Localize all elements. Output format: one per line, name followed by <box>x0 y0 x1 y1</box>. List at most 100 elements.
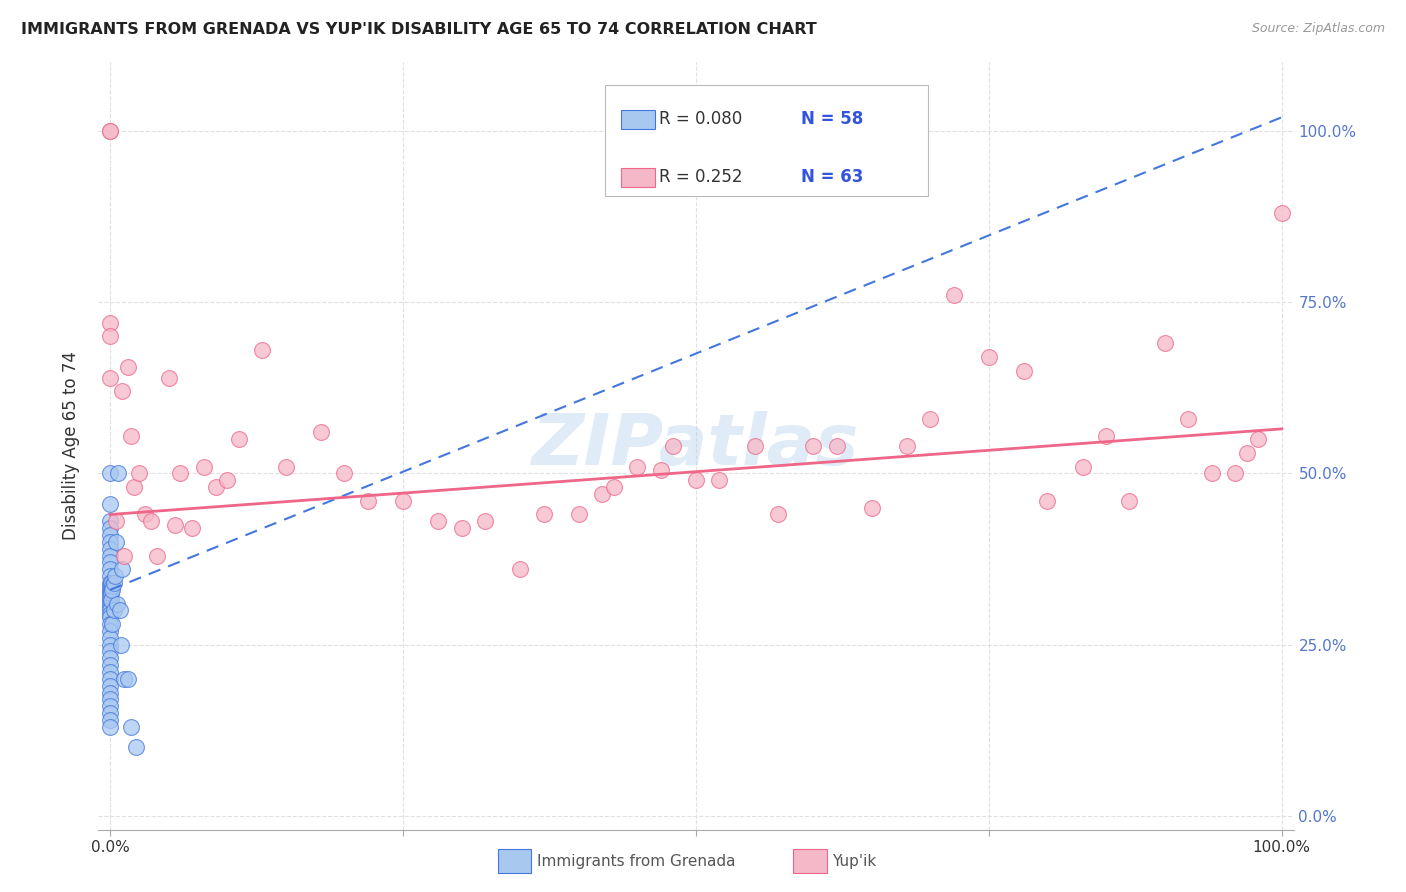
Point <box>98 685 121 699</box>
Point <box>98 124 121 138</box>
Point <box>98 582 121 597</box>
Point <box>111 562 134 576</box>
Point <box>1095 428 1118 442</box>
Point <box>108 603 131 617</box>
Point <box>98 610 121 624</box>
Point <box>98 692 121 706</box>
Point <box>98 597 121 611</box>
Point <box>98 586 121 600</box>
Point <box>98 599 121 614</box>
Point <box>146 549 169 563</box>
Point <box>98 549 121 563</box>
Point <box>896 439 918 453</box>
Point <box>98 521 121 535</box>
Point <box>111 384 134 399</box>
Point <box>860 500 883 515</box>
Point <box>104 569 127 583</box>
Point <box>107 467 129 481</box>
Point <box>193 459 215 474</box>
Point <box>112 549 135 563</box>
Point <box>105 535 128 549</box>
Point <box>1012 364 1035 378</box>
Text: Immigrants from Grenada: Immigrants from Grenada <box>537 855 735 869</box>
Text: Yup'ik: Yup'ik <box>832 855 876 869</box>
Point <box>766 508 789 522</box>
Point <box>98 541 121 556</box>
Point <box>1036 493 1059 508</box>
Point <box>112 672 135 686</box>
Point <box>105 597 128 611</box>
Point <box>98 720 121 734</box>
Point <box>801 439 824 453</box>
Point <box>122 480 145 494</box>
Point <box>1118 493 1140 508</box>
Point <box>98 576 121 591</box>
Point <box>626 459 648 474</box>
Point <box>568 508 591 522</box>
Point <box>98 590 121 604</box>
Point <box>120 720 142 734</box>
Text: R = 0.080: R = 0.080 <box>659 110 742 128</box>
Point <box>98 497 121 511</box>
Point <box>100 593 122 607</box>
Point <box>98 631 121 645</box>
Point <box>98 665 121 679</box>
Point <box>101 582 124 597</box>
Point <box>427 514 450 528</box>
Point <box>450 521 472 535</box>
Point <box>98 579 121 593</box>
Point <box>98 617 121 632</box>
Point <box>98 562 121 576</box>
Point <box>1223 467 1246 481</box>
Point <box>105 514 128 528</box>
Point <box>744 439 766 453</box>
Point <box>103 603 125 617</box>
Point <box>98 316 121 330</box>
Point <box>134 508 156 522</box>
Point <box>309 425 332 440</box>
Point <box>1177 411 1199 425</box>
Point <box>100 586 122 600</box>
Point <box>357 493 380 508</box>
Point <box>650 463 672 477</box>
Text: N = 58: N = 58 <box>801 110 863 128</box>
Point <box>1247 432 1270 446</box>
Point <box>98 124 121 138</box>
Point <box>181 521 204 535</box>
Point <box>98 535 121 549</box>
Point <box>98 514 121 528</box>
Point <box>333 467 356 481</box>
Point <box>120 428 142 442</box>
Text: N = 63: N = 63 <box>801 168 863 186</box>
Point <box>98 624 121 638</box>
Point <box>98 593 121 607</box>
Point <box>125 740 148 755</box>
Point <box>709 473 731 487</box>
Point <box>98 603 121 617</box>
Point <box>100 582 122 597</box>
Point <box>117 672 139 686</box>
Point <box>117 360 139 375</box>
Point <box>98 607 121 621</box>
Point <box>204 480 226 494</box>
Point <box>98 651 121 665</box>
Text: Source: ZipAtlas.com: Source: ZipAtlas.com <box>1251 22 1385 36</box>
Point <box>100 576 122 591</box>
Point <box>98 528 121 542</box>
Point <box>169 467 191 481</box>
Point <box>977 350 1000 364</box>
Point <box>98 713 121 727</box>
Point <box>110 638 132 652</box>
Point <box>98 699 121 714</box>
Point <box>228 432 250 446</box>
Point <box>98 569 121 583</box>
Point <box>474 514 496 528</box>
Point <box>533 508 555 522</box>
Point <box>98 679 121 693</box>
Point <box>942 288 965 302</box>
Point <box>98 706 121 720</box>
Point <box>603 480 626 494</box>
Point <box>1201 467 1223 481</box>
Point <box>98 370 121 384</box>
Y-axis label: Disability Age 65 to 74: Disability Age 65 to 74 <box>62 351 80 541</box>
